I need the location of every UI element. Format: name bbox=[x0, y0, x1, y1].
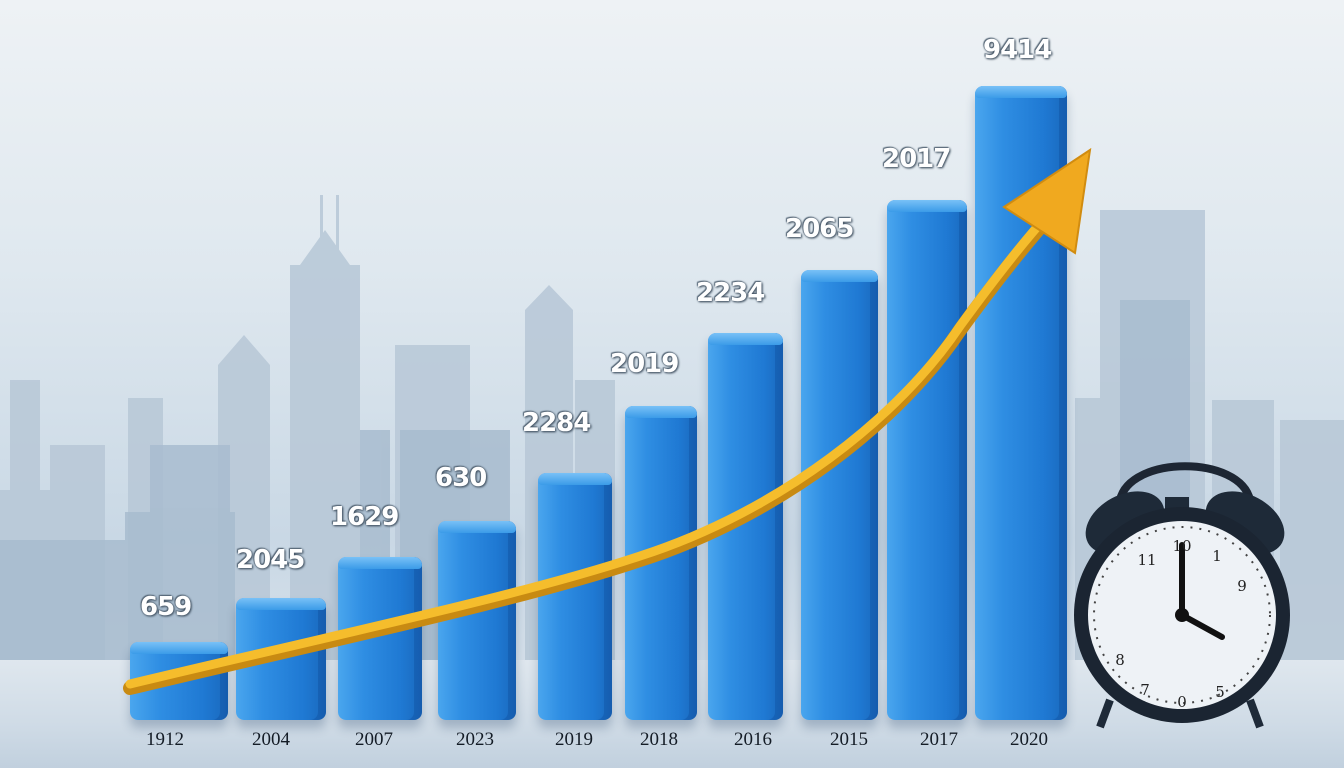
value-label: 2019 bbox=[610, 349, 679, 379]
value-label: 630 bbox=[435, 463, 487, 493]
value-label: 2065 bbox=[785, 214, 854, 244]
category-label: 2023 bbox=[456, 729, 494, 750]
category-label: 2018 bbox=[640, 729, 678, 750]
bar-2007 bbox=[338, 557, 422, 720]
svg-text:10: 10 bbox=[1172, 537, 1191, 555]
svg-text:0: 0 bbox=[1177, 693, 1187, 711]
bar-2017 bbox=[887, 200, 967, 720]
bar-2020 bbox=[975, 86, 1067, 720]
category-label: 2016 bbox=[734, 729, 772, 750]
svg-text:7: 7 bbox=[1140, 681, 1150, 699]
bar-2015 bbox=[801, 270, 878, 720]
svg-text:11: 11 bbox=[1137, 551, 1156, 569]
category-label: 2015 bbox=[830, 729, 868, 750]
value-label: 1629 bbox=[330, 502, 399, 532]
value-label: 2045 bbox=[236, 545, 305, 575]
bar-2016 bbox=[708, 333, 783, 720]
value-label: 659 bbox=[140, 592, 192, 622]
svg-text:5: 5 bbox=[1215, 683, 1225, 701]
svg-text:8: 8 bbox=[1115, 651, 1125, 669]
bar-2023 bbox=[438, 521, 516, 720]
bar-2004 bbox=[236, 598, 326, 720]
value-label: 9414 bbox=[983, 35, 1052, 65]
value-label: 2284 bbox=[522, 408, 591, 438]
alarm-clock-icon: 10 1 9 11 5 0 7 8 bbox=[1074, 462, 1290, 729]
category-label: 2020 bbox=[1010, 729, 1048, 750]
category-label: 2004 bbox=[252, 729, 290, 750]
bar-2019 bbox=[538, 473, 612, 720]
svg-text:9: 9 bbox=[1237, 577, 1247, 595]
category-label: 1912 bbox=[146, 729, 184, 750]
category-label: 2019 bbox=[555, 729, 593, 750]
value-label: 2234 bbox=[696, 278, 765, 308]
category-label: 2007 bbox=[355, 729, 393, 750]
bar-2018 bbox=[625, 406, 697, 720]
value-label: 2017 bbox=[882, 144, 951, 174]
bar-1912 bbox=[130, 642, 228, 720]
category-label: 2017 bbox=[920, 729, 958, 750]
svg-text:1: 1 bbox=[1212, 547, 1222, 565]
